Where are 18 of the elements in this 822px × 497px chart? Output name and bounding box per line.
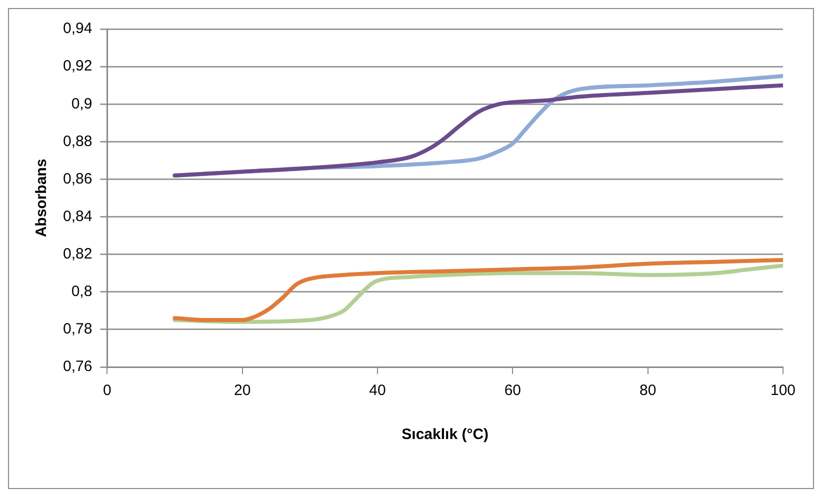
y-tick-label: 0,78 — [62, 320, 92, 338]
y-tick-label: 0,76 — [62, 358, 92, 376]
y-tick-label: 0,8 — [71, 283, 92, 300]
y-tick-label: 0,92 — [62, 58, 92, 75]
y-tick-label: 0,84 — [62, 208, 92, 225]
x-tick-label: 80 — [639, 382, 656, 400]
x-tick-label: 40 — [369, 382, 386, 400]
y-axis-title: Absorbans — [33, 158, 50, 238]
x-tick-label: 20 — [234, 382, 251, 400]
y-tick-label: 0,94 — [62, 20, 92, 38]
x-tick-label: 100 — [770, 382, 796, 400]
x-axis-title: Sıcaklık (°C) — [402, 426, 489, 444]
y-tick-label: 0,9 — [71, 95, 92, 112]
x-tick-label: 0 — [103, 382, 112, 400]
y-tick-label: 0,82 — [62, 245, 92, 262]
y-tick-label: 0,86 — [62, 170, 92, 188]
y-tick-label: 0,88 — [62, 132, 92, 150]
x-tick-label: 60 — [504, 382, 522, 400]
